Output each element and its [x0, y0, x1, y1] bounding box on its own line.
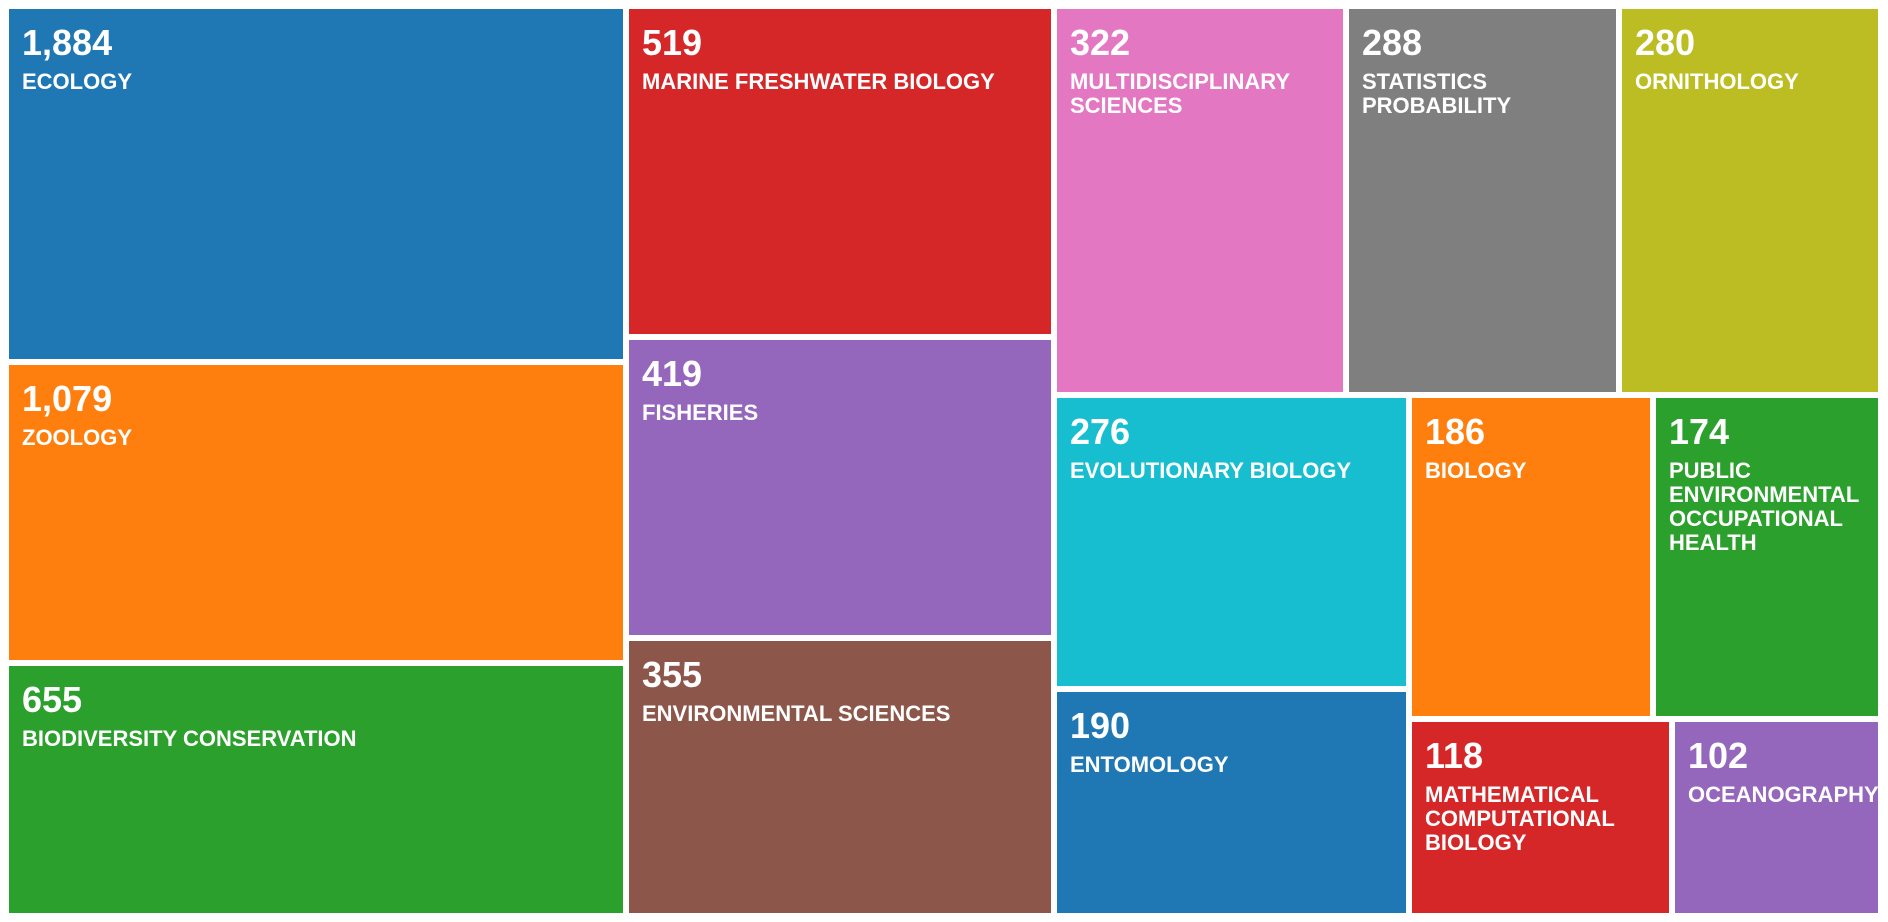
tile-value: 288 [1362, 22, 1423, 63]
tile-value: 1,884 [22, 22, 113, 63]
tile-statistics-probability[interactable]: 288 STATISTICS PROBABILITY [1349, 9, 1616, 392]
tile-label: EVOLUTIONARY BIOLOGY [1070, 458, 1352, 483]
tile-label: FISHERIES [642, 400, 759, 425]
tile-biodiversity-conservation[interactable]: 655 BIODIVERSITY CONSERVATION [9, 666, 623, 913]
tile-value: 174 [1669, 411, 1730, 452]
tile-public-environmental-occupational-health[interactable]: 174 PUBLIC ENVIRONMENTAL OCCUPATIONAL HE… [1656, 398, 1878, 716]
tile-oceanography[interactable]: 102 OCEANOGRAPHY [1675, 722, 1878, 913]
tile-value: 519 [642, 22, 703, 63]
tile-evolutionary-biology[interactable]: 276 EVOLUTIONARY BIOLOGY [1057, 398, 1406, 686]
tile-zoology[interactable]: 1,079 ZOOLOGY [9, 365, 623, 660]
tile-label: PUBLIC ENVIRONMENTAL OCCUPATIONAL HEALTH [1669, 458, 1859, 555]
tile-label: MULTIDISCIPLINARY SCIENCES [1070, 69, 1290, 118]
tile-value: 190 [1070, 705, 1131, 746]
tile-biology[interactable]: 186 BIOLOGY [1412, 398, 1650, 716]
tile-value: 118 [1425, 735, 1484, 776]
tile-value: 655 [22, 679, 83, 720]
tile-value: 186 [1425, 411, 1486, 452]
tile-label: ENVIRONMENTAL SCIENCES [642, 701, 951, 726]
tile-value: 322 [1070, 22, 1131, 63]
tile-environmental-sciences[interactable]: 355 ENVIRONMENTAL SCIENCES [629, 641, 1051, 913]
tile-label: MATHEMATICAL COMPUTATIONAL BIOLOGY [1425, 782, 1615, 855]
tile-label: ECOLOGY [22, 69, 133, 94]
tile-label: BIOLOGY [1425, 458, 1527, 483]
tile-mathematical-computational-biology[interactable]: 118 MATHEMATICAL COMPUTATIONAL BIOLOGY [1412, 722, 1669, 913]
tile-ornithology[interactable]: 280 ORNITHOLOGY [1622, 9, 1878, 392]
tile-value: 1,079 [22, 378, 113, 419]
tile-ecology[interactable]: 1,884 ECOLOGY [9, 9, 623, 359]
tile-multidisciplinary-sciences[interactable]: 322 MULTIDISCIPLINARY SCIENCES [1057, 9, 1343, 392]
tile-label: ENTOMOLOGY [1070, 752, 1229, 777]
tile-marine-freshwater-biology[interactable]: 519 MARINE FRESHWATER BIOLOGY [629, 9, 1051, 334]
tile-entomology[interactable]: 190 ENTOMOLOGY [1057, 692, 1406, 913]
tile-label: BIODIVERSITY CONSERVATION [22, 726, 357, 751]
tile-value: 419 [642, 353, 703, 394]
tile-value: 280 [1635, 22, 1696, 63]
tile-value: 276 [1070, 411, 1131, 452]
tile-label: STATISTICS PROBABILITY [1362, 69, 1512, 118]
tile-value: 355 [642, 654, 703, 695]
tile-value: 102 [1688, 735, 1749, 776]
tile-label: MARINE FRESHWATER BIOLOGY [642, 69, 995, 94]
tile-label: OCEANOGRAPHY [1688, 782, 1878, 807]
tile-label: ORNITHOLOGY [1635, 69, 1799, 94]
tile-label: ZOOLOGY [22, 425, 132, 450]
tile-fisheries[interactable]: 419 FISHERIES [629, 340, 1051, 635]
